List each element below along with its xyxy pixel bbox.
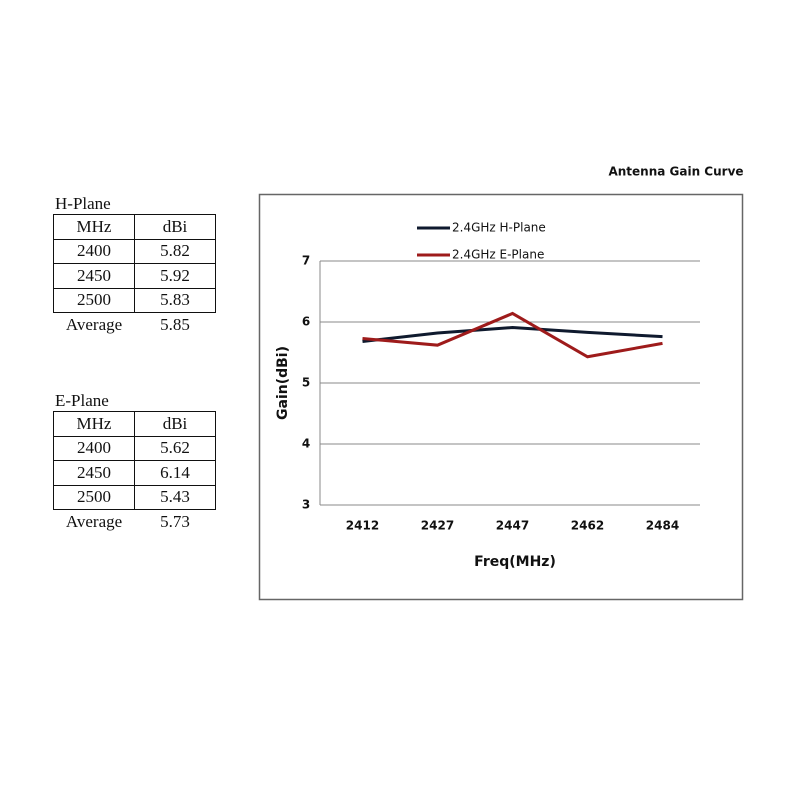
data-line — [362, 325, 663, 344]
chart-title: Antenna Gain Curve — [608, 165, 743, 179]
table-cell: 2450 — [53, 263, 135, 289]
table-row: MHz dBi — [53, 214, 216, 240]
table-cell: 5.85 — [160, 314, 190, 334]
y-tick-label: 6 — [302, 315, 310, 329]
table-row: 2500 5.43 — [53, 484, 216, 510]
table-title: E-Plane — [55, 391, 109, 410]
table-row: 2400 5.82 — [53, 238, 216, 264]
table-cell: 5.43 — [134, 484, 216, 510]
table-cell: 5.62 — [134, 435, 216, 461]
table-cell: 2500 — [53, 484, 135, 510]
x-tick-label: 2427 — [421, 519, 454, 533]
x-tick-label: 2447 — [496, 519, 529, 533]
x-tick-label: 2412 — [346, 519, 379, 533]
table-row: 2450 6.14 — [53, 460, 216, 486]
data-line — [362, 311, 663, 359]
x-axis-label: Freq(MHz) — [474, 554, 556, 570]
x-tick-label: 2484 — [646, 519, 679, 533]
table-cell: 5.92 — [134, 263, 216, 289]
table-row: Average 5.85 — [54, 313, 216, 337]
table-cell: dBi — [134, 214, 216, 240]
table-cell: Average — [65, 314, 123, 334]
table-cell: MHz — [53, 214, 135, 240]
table-cell: 2500 — [53, 287, 135, 313]
table-row: MHz dBi — [53, 411, 216, 437]
table-cell: 5.83 — [134, 287, 216, 313]
table-cell: 5.73 — [160, 511, 190, 531]
x-tick-label: 2462 — [571, 519, 604, 533]
table-cell: 2450 — [53, 460, 135, 486]
table-cell: 6.14 — [134, 460, 216, 486]
y-tick-label: 3 — [302, 498, 310, 512]
y-tick-label: 5 — [302, 376, 310, 390]
y-tick-label: 7 — [302, 254, 310, 268]
data-table: MHz dBi 2400 5.62 2450 6.14 2500 5.43 Average 5.7… — [53, 411, 216, 534]
chart-frame — [258, 193, 744, 601]
table-cell: Average — [65, 511, 123, 531]
table-row: 2400 5.62 — [53, 435, 216, 461]
legend-label: 2.4GHz H-Plane — [452, 221, 546, 235]
table-row: Average 5.73 — [54, 510, 216, 534]
table-row: 2500 5.83 — [53, 287, 216, 313]
table-cell: dBi — [134, 411, 216, 437]
table-cell: 5.82 — [134, 238, 216, 264]
table-row: 2450 5.92 — [53, 263, 216, 289]
table-title: H-Plane — [55, 194, 111, 213]
data-table: MHz dBi 2400 5.82 2450 5.92 2500 5.83 Average 5.8… — [53, 214, 216, 337]
y-tick-label: 4 — [302, 437, 310, 451]
table-cell: 2400 — [53, 238, 135, 264]
table-cell: MHz — [53, 411, 135, 437]
table-cell: 2400 — [53, 435, 135, 461]
legend-label: 2.4GHz E-Plane — [452, 248, 544, 262]
y-axis-label: Gain(dBi) — [275, 346, 291, 420]
